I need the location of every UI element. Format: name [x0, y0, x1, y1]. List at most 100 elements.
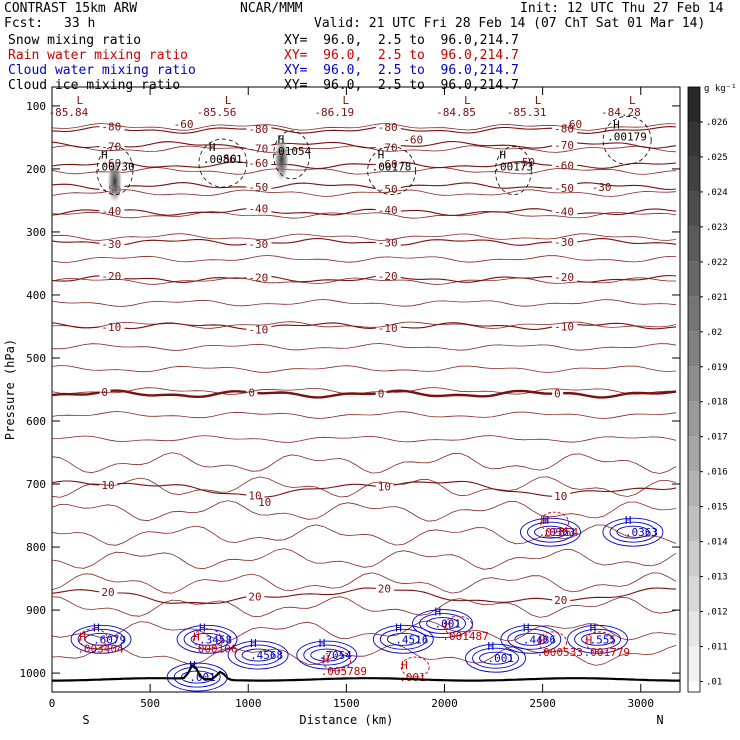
isotherm-label-bg	[99, 320, 125, 333]
colorbar-tick-label: .026	[706, 118, 728, 128]
colorbar-unit: g kg⁻¹	[704, 84, 737, 94]
colorbar-tick-label: .015	[706, 503, 728, 513]
isotherm-minor	[51, 572, 677, 594]
rain-high-marker: H	[401, 659, 408, 672]
x-tick-label: 500	[140, 697, 160, 710]
isotherm-label: 10	[258, 496, 271, 509]
isotherm-label: -60	[378, 158, 398, 171]
cloud-contour	[609, 521, 657, 543]
isotherm--30	[51, 237, 677, 246]
colorbar-cell	[688, 611, 700, 647]
ice-maximum	[106, 157, 123, 206]
field-snow-name: Snow mixing ratio	[8, 33, 142, 48]
isotherm-label: -80	[248, 123, 268, 136]
isotherm-label: -50	[217, 153, 237, 166]
rain-high-value: .005789	[321, 665, 367, 678]
cloud-high-value: .6079	[93, 633, 126, 646]
low-marker: L	[225, 94, 232, 107]
cloud-high-marker: H	[395, 621, 402, 634]
init-time: Init: 12 UTC Thu 27 Feb 14	[520, 1, 724, 16]
isotherm-minor	[51, 548, 677, 570]
colorbar-cell	[688, 121, 700, 157]
isotherm-label-bg	[246, 271, 272, 284]
field-rain-name: Rain water mixing ratio	[8, 48, 189, 63]
isotherm-label: -60	[248, 157, 268, 170]
cloud-contour	[426, 617, 459, 630]
isotherm-label: -70	[554, 139, 574, 152]
forecast-hours: 33 h	[64, 16, 96, 31]
isotherm-label-bg	[246, 590, 265, 603]
isotherm-label: -30	[248, 238, 268, 251]
colorbar-cell	[688, 401, 700, 437]
colorbar-cell	[688, 261, 700, 297]
field-ice-name: Cloud ice mixing ratio	[8, 78, 181, 93]
isotherm-label-bg	[552, 139, 578, 152]
cloud-contour	[472, 647, 519, 669]
cloud-contour	[379, 628, 427, 650]
isotherm-label: -60	[403, 134, 423, 147]
y-tick-label: 600	[26, 415, 46, 428]
isotherm-label: -50	[515, 156, 535, 169]
isotherm-label-bg	[552, 594, 571, 607]
institution-label: NCAR/MMM	[240, 1, 303, 16]
x-tick-label: 1000	[235, 697, 262, 710]
rain-contour	[540, 511, 569, 533]
rain-high-marker: H	[541, 514, 548, 527]
low-marker: L	[629, 94, 636, 107]
rain-high-marker: H	[193, 631, 200, 644]
snow-high-marker: H	[499, 149, 506, 162]
cloud-contour	[412, 609, 473, 638]
colorbar-cell	[688, 156, 700, 192]
cloud-high-value: .0363	[625, 526, 658, 539]
colorbar-cell	[688, 576, 700, 612]
snow-high-marker: H	[378, 149, 385, 162]
y-tick-label: 800	[26, 541, 46, 554]
isotherm-label: 20	[248, 591, 261, 604]
rain-high-marker: H	[539, 634, 546, 647]
cloud-high-value: .0363	[542, 526, 575, 539]
rain-contour	[538, 631, 567, 653]
cloud-contour	[574, 628, 622, 650]
rain-high-marker: H	[586, 634, 593, 647]
low-marker: L	[535, 94, 542, 107]
y-tick-label: 300	[26, 226, 46, 239]
isotherm-label: 20	[101, 586, 114, 599]
isotherm-label: -60	[562, 118, 582, 131]
colorbar-tick-label: .016	[706, 468, 728, 478]
isotherm-label-bg	[246, 202, 272, 215]
field-snow-xy: XY= 96.0, 2.5 to 96.0,214.7	[284, 33, 519, 48]
snow-contour	[602, 115, 652, 165]
low-value: -86.19	[314, 106, 354, 119]
isotherm--40	[51, 207, 677, 216]
colorbar-tick-label: .017	[706, 433, 728, 443]
isotherm-10	[51, 480, 677, 498]
colorbar-tick-label: .018	[706, 398, 728, 408]
snow-contour	[198, 138, 248, 188]
rain-high-value: .003404	[77, 643, 124, 656]
cloud-contour	[84, 632, 118, 646]
isotherm--50	[51, 182, 677, 191]
isotherm-label: -40	[248, 203, 268, 216]
isotherm-label-bg	[99, 269, 125, 282]
rain-high-value: .001779	[584, 646, 630, 659]
rain-high-value: .001487	[442, 630, 488, 643]
x-tick-label: 2500	[529, 697, 556, 710]
cloud-high-marker: H	[523, 621, 530, 634]
rain-high-value: .001	[399, 671, 426, 684]
cloud-high-marker: H	[199, 621, 206, 634]
snow-contour	[367, 146, 417, 196]
cloud-contour	[527, 521, 574, 543]
isotherm-label-bg	[375, 182, 401, 195]
isotherm-label: -30	[101, 238, 121, 251]
isotherm-minor	[51, 123, 677, 131]
isotherm-minor	[51, 299, 677, 307]
isotherm-label-bg	[552, 205, 578, 218]
cloud-high-marker: H	[250, 637, 257, 650]
low-value: -85.31	[507, 106, 547, 119]
rain-high-marker: H	[323, 653, 330, 666]
cloud-high-marker: H	[435, 606, 442, 619]
isotherm-label: 0	[378, 387, 385, 400]
rain-high-marker: H	[79, 631, 86, 644]
isotherm-minor	[51, 476, 677, 498]
